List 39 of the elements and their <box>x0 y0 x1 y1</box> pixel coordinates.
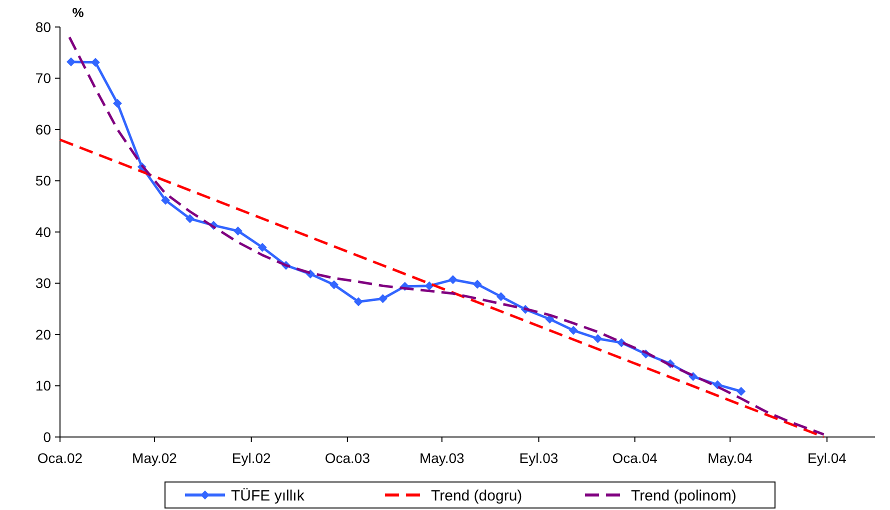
line-series <box>68 36 826 436</box>
x-tick-label: Oca.03 <box>324 450 370 466</box>
y-tick-label: 30 <box>35 275 52 292</box>
x-tick-label: Oca.04 <box>612 450 658 466</box>
x-tick-label: Eyl.04 <box>808 450 847 466</box>
point <box>448 275 458 284</box>
y-tick-label: 20 <box>35 326 52 342</box>
point <box>112 98 122 108</box>
point <box>568 326 578 335</box>
x-tick-label: May.03 <box>419 450 465 466</box>
y-tick-label: 50 <box>35 172 52 189</box>
y-tick-label: 10 <box>35 378 52 394</box>
point <box>713 380 722 390</box>
point <box>424 281 434 290</box>
point <box>378 294 388 304</box>
legend-label: TÜFE yıllık <box>231 487 305 504</box>
y-tick-label: 0 <box>43 428 52 445</box>
y-tick-label: 70 <box>35 70 52 86</box>
point <box>258 242 267 252</box>
y-tick-label: 60 <box>35 121 52 138</box>
point <box>472 280 482 289</box>
point <box>736 386 746 396</box>
legend-label: Trend (polinom) <box>631 487 736 504</box>
y-tick-label: 80 <box>35 18 52 35</box>
x-tick-label: Oca.02 <box>37 450 83 466</box>
point <box>161 196 170 205</box>
point <box>233 226 242 236</box>
x-tick-label: Eyl.02 <box>232 450 272 466</box>
y-axis-title: % <box>72 5 84 20</box>
x-tick-label: May.02 <box>132 450 178 466</box>
legend-label: Trend (dogru) <box>431 487 522 504</box>
point <box>185 214 194 224</box>
x-tick-label: May.04 <box>708 450 753 466</box>
point <box>496 292 506 302</box>
x-tick-label: Eyl.03 <box>519 450 558 466</box>
y-tick-label: 40 <box>35 224 52 240</box>
point <box>593 334 602 344</box>
point <box>330 280 339 290</box>
point <box>354 297 363 306</box>
